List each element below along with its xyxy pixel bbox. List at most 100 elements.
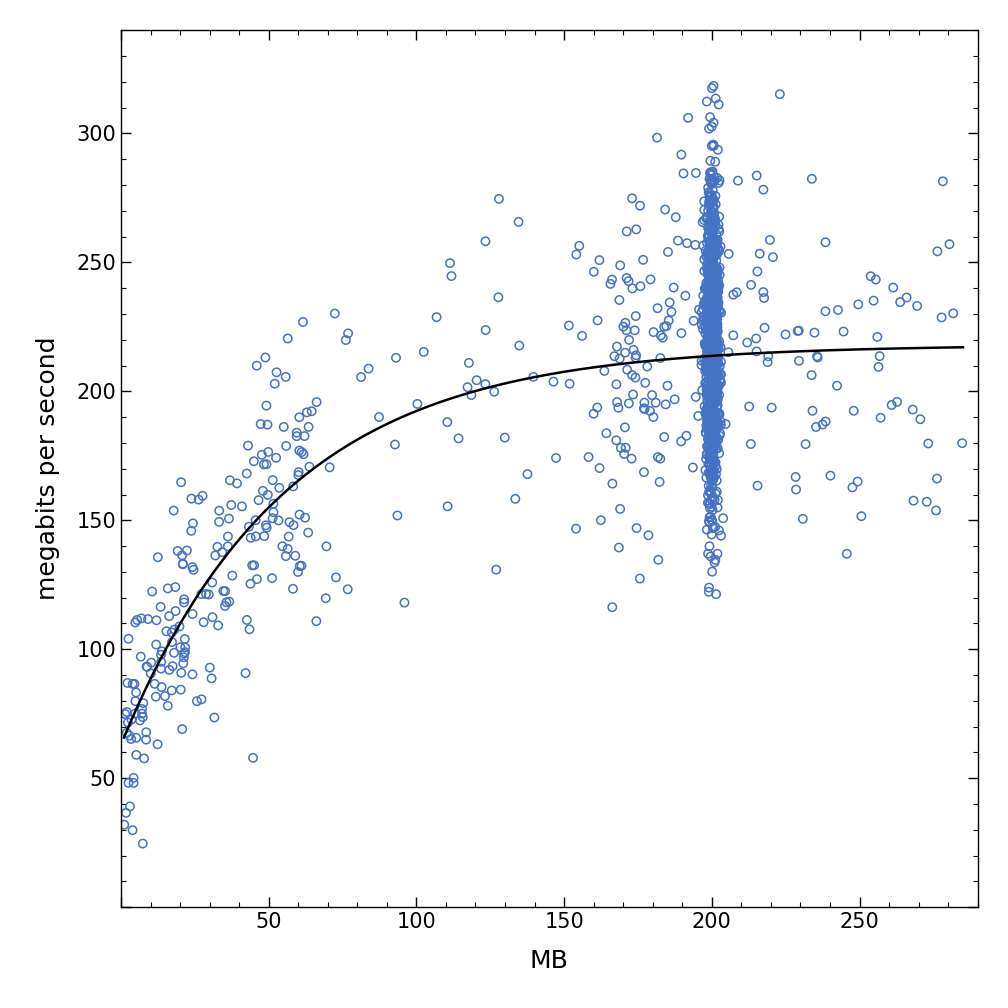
Point bbox=[704, 216, 720, 232]
Point bbox=[702, 267, 718, 283]
Point bbox=[700, 352, 716, 368]
Point bbox=[705, 306, 721, 323]
Point bbox=[705, 479, 721, 495]
Point bbox=[700, 298, 716, 314]
Point bbox=[705, 266, 721, 282]
Point bbox=[708, 279, 724, 295]
Point bbox=[704, 314, 720, 331]
Point bbox=[194, 586, 210, 602]
Point bbox=[157, 688, 173, 705]
Point bbox=[707, 330, 723, 346]
Point bbox=[702, 280, 718, 296]
Point bbox=[708, 278, 724, 294]
Point bbox=[621, 332, 637, 348]
Point bbox=[704, 138, 720, 154]
Point bbox=[700, 411, 716, 427]
Point bbox=[700, 246, 716, 262]
Point bbox=[706, 325, 722, 341]
Point bbox=[561, 376, 578, 392]
Point bbox=[709, 247, 725, 263]
Point bbox=[706, 406, 722, 422]
Point bbox=[706, 288, 722, 304]
Point bbox=[806, 325, 823, 341]
Point bbox=[699, 297, 715, 313]
Point bbox=[700, 244, 716, 260]
Point bbox=[702, 164, 718, 180]
Point bbox=[632, 571, 648, 587]
Point bbox=[708, 433, 724, 450]
Point bbox=[703, 398, 719, 414]
Point bbox=[710, 414, 726, 430]
Point bbox=[709, 297, 725, 313]
Point bbox=[706, 211, 722, 227]
Point bbox=[290, 464, 306, 480]
Point bbox=[706, 472, 722, 488]
Point bbox=[491, 191, 507, 207]
Point bbox=[703, 354, 719, 370]
Point bbox=[609, 394, 625, 410]
Point bbox=[705, 403, 721, 419]
Point bbox=[706, 371, 722, 387]
Point bbox=[704, 342, 720, 358]
Point bbox=[388, 350, 404, 366]
Point bbox=[707, 331, 723, 347]
Point bbox=[756, 290, 772, 306]
Point bbox=[615, 319, 631, 335]
Point bbox=[702, 411, 718, 427]
Point bbox=[153, 679, 169, 696]
Point bbox=[705, 375, 721, 391]
Point bbox=[700, 420, 716, 436]
Point bbox=[639, 359, 655, 375]
Point bbox=[699, 438, 715, 455]
Point bbox=[699, 405, 715, 421]
Point bbox=[632, 198, 648, 214]
Point bbox=[700, 412, 716, 428]
Point bbox=[700, 314, 716, 331]
Point bbox=[701, 334, 717, 350]
Point bbox=[285, 581, 301, 597]
Point bbox=[711, 243, 727, 259]
Point bbox=[700, 412, 716, 428]
Point bbox=[353, 369, 369, 385]
Point bbox=[707, 424, 723, 440]
Point bbox=[698, 462, 714, 478]
Point bbox=[127, 706, 143, 722]
Point bbox=[705, 366, 721, 382]
Point bbox=[704, 382, 720, 398]
Point bbox=[706, 317, 722, 333]
Point bbox=[706, 359, 722, 375]
Point bbox=[713, 354, 729, 370]
Point bbox=[705, 470, 721, 486]
Point bbox=[709, 412, 725, 428]
Point bbox=[121, 775, 137, 791]
Point bbox=[604, 271, 620, 287]
Point bbox=[707, 304, 723, 321]
Point bbox=[702, 353, 718, 369]
Point bbox=[709, 309, 725, 326]
Point bbox=[702, 250, 718, 266]
Point bbox=[297, 510, 313, 526]
Point bbox=[707, 427, 723, 444]
Point bbox=[703, 339, 719, 355]
Point bbox=[243, 530, 259, 546]
Point bbox=[706, 136, 722, 152]
Point bbox=[892, 294, 908, 310]
Point bbox=[174, 721, 191, 737]
Point bbox=[704, 362, 720, 378]
Point bbox=[138, 658, 154, 674]
Point bbox=[704, 400, 720, 416]
Point bbox=[709, 298, 725, 314]
Point bbox=[700, 420, 716, 436]
Point bbox=[705, 373, 721, 389]
Point bbox=[712, 425, 728, 442]
Point bbox=[519, 466, 535, 482]
Point bbox=[708, 298, 724, 314]
Point bbox=[872, 348, 888, 364]
Point bbox=[291, 507, 307, 523]
Point bbox=[687, 237, 704, 253]
Point bbox=[757, 320, 773, 336]
Point bbox=[135, 836, 151, 852]
Point bbox=[710, 419, 726, 435]
Point bbox=[188, 694, 205, 710]
Point bbox=[280, 528, 296, 544]
